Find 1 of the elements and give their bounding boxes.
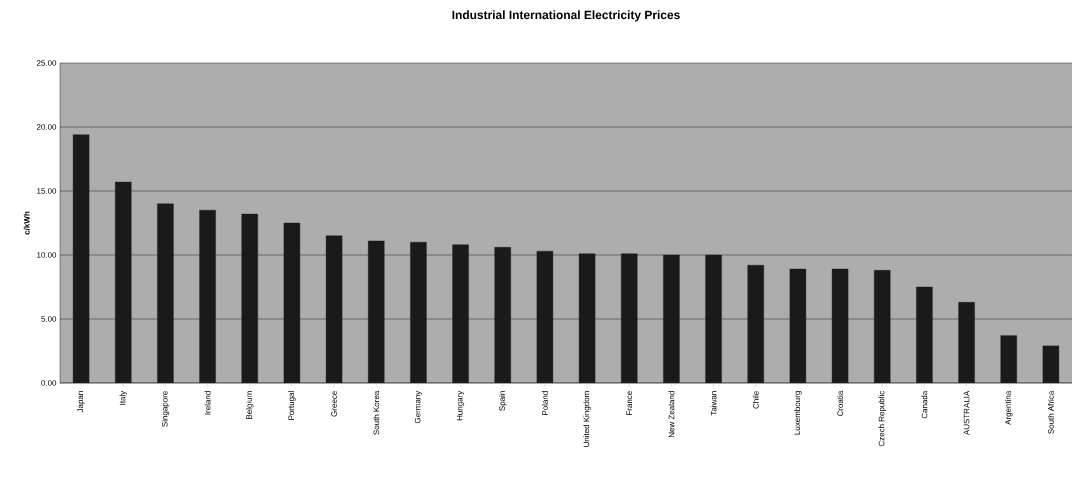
chart-title: Industrial International Electricity Prices <box>452 10 680 22</box>
